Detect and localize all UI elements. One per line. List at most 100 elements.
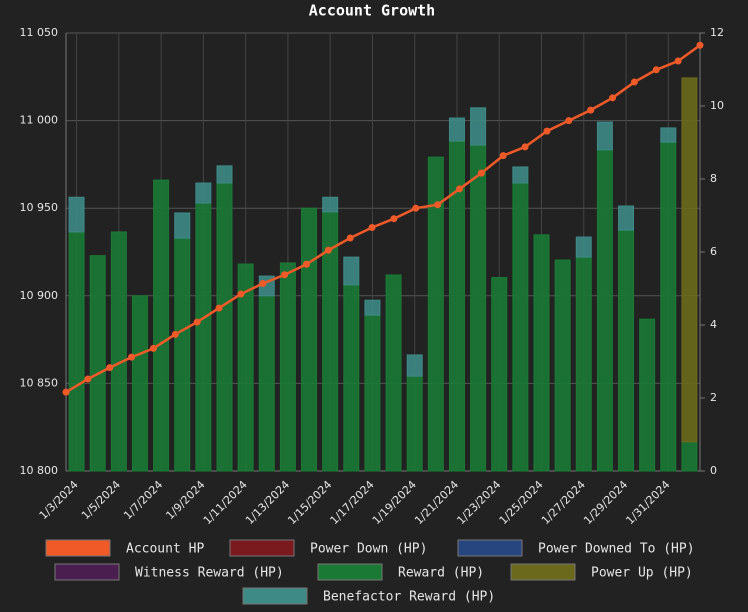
point: [324, 246, 332, 254]
y-tick-label: 10 850: [20, 376, 59, 389]
x-tick-label: 1/5/2024: [79, 478, 123, 522]
point: [630, 78, 638, 86]
legend-label: Reward (HP): [398, 566, 484, 581]
point: [390, 215, 398, 223]
bar: [343, 284, 360, 472]
point: [477, 169, 485, 177]
point: [62, 388, 70, 396]
bar: [681, 441, 698, 472]
legend-label: Benefactor Reward (HP): [323, 590, 495, 605]
x-tick-label: 1/23/2024: [454, 478, 503, 527]
bar: [470, 107, 487, 146]
bar: [660, 141, 677, 472]
y2-tick-label: 0: [710, 464, 717, 477]
bar: [596, 121, 613, 151]
legend-label: Witness Reward (HP): [135, 566, 284, 581]
point: [84, 375, 92, 383]
bar: [216, 165, 233, 184]
y2-tick-label: 8: [710, 172, 717, 185]
point: [412, 204, 420, 212]
legend-swatch: [242, 587, 308, 605]
point: [499, 152, 507, 160]
bar: [110, 231, 127, 472]
bar: [554, 259, 571, 472]
point: [609, 94, 617, 102]
bar: [153, 179, 170, 472]
bar: [660, 127, 677, 143]
bar: [216, 182, 233, 472]
x-tick-label: 1/29/2024: [581, 478, 630, 527]
point: [652, 66, 660, 74]
y2-tick-label: 2: [710, 391, 717, 404]
chart-title: Account Growth: [309, 2, 435, 20]
point: [543, 127, 551, 135]
point: [128, 353, 136, 361]
x-tick-label: 1/9/2024: [163, 478, 207, 522]
point: [281, 271, 289, 279]
bar: [174, 237, 191, 472]
legend-label: Power Down (HP): [310, 542, 427, 557]
y-tick-label: 10 800: [20, 464, 59, 477]
bar: [618, 229, 635, 472]
legend-swatch: [457, 539, 523, 557]
point: [215, 304, 223, 312]
bar: [406, 354, 423, 377]
bar: [406, 375, 423, 472]
y2-tick-label: 4: [710, 318, 717, 331]
point: [521, 143, 529, 151]
y2-tick-label: 10: [710, 99, 724, 112]
bar: [237, 263, 254, 472]
legend-swatch: [510, 563, 576, 581]
legend-swatch: [54, 563, 120, 581]
y-tick-label: 11 000: [20, 114, 59, 127]
point: [587, 106, 595, 114]
x-tick-label: 1/11/2024: [201, 478, 250, 527]
bar: [470, 144, 487, 472]
point: [565, 117, 573, 125]
bar: [681, 77, 698, 443]
point: [259, 280, 267, 288]
y-tick-label: 10 950: [20, 201, 59, 214]
bar: [89, 255, 106, 472]
x-tick-label: 1/13/2024: [243, 478, 292, 527]
x-tick-label: 1/15/2024: [285, 478, 334, 527]
point: [456, 185, 464, 193]
y2-tick-label: 6: [710, 245, 717, 258]
point: [149, 344, 157, 352]
bar: [385, 274, 402, 472]
point: [346, 234, 354, 242]
point: [434, 201, 442, 209]
bar: [68, 196, 85, 233]
bar: [279, 262, 296, 472]
bar: [533, 234, 550, 472]
y2-tick-label: 12: [710, 26, 724, 39]
point: [302, 260, 310, 268]
legend-swatch: [229, 539, 295, 557]
bar: [174, 212, 191, 239]
bar: [618, 205, 635, 231]
point: [237, 290, 245, 298]
bar: [322, 196, 339, 213]
point: [171, 330, 179, 338]
legend-label: Power Up (HP): [591, 566, 693, 581]
bar: [364, 299, 381, 316]
bar: [512, 182, 529, 472]
bar: [427, 156, 444, 472]
x-tick-label: 1/21/2024: [412, 478, 461, 527]
x-tick-label: 1/3/2024: [37, 478, 81, 522]
point: [674, 57, 682, 65]
x-tick-label: 1/27/2024: [539, 478, 588, 527]
bar: [448, 117, 465, 142]
bar: [364, 314, 381, 472]
x-tick-label: 1/7/2024: [121, 478, 165, 522]
bar: [575, 236, 592, 258]
bar: [639, 318, 656, 472]
bar: [491, 277, 508, 472]
bar: [195, 202, 212, 472]
y-tick-label: 10 900: [20, 289, 59, 302]
y-tick-label: 11 050: [20, 26, 59, 39]
bar: [512, 166, 529, 184]
point: [696, 41, 704, 49]
x-tick-label: 1/25/2024: [497, 478, 546, 527]
